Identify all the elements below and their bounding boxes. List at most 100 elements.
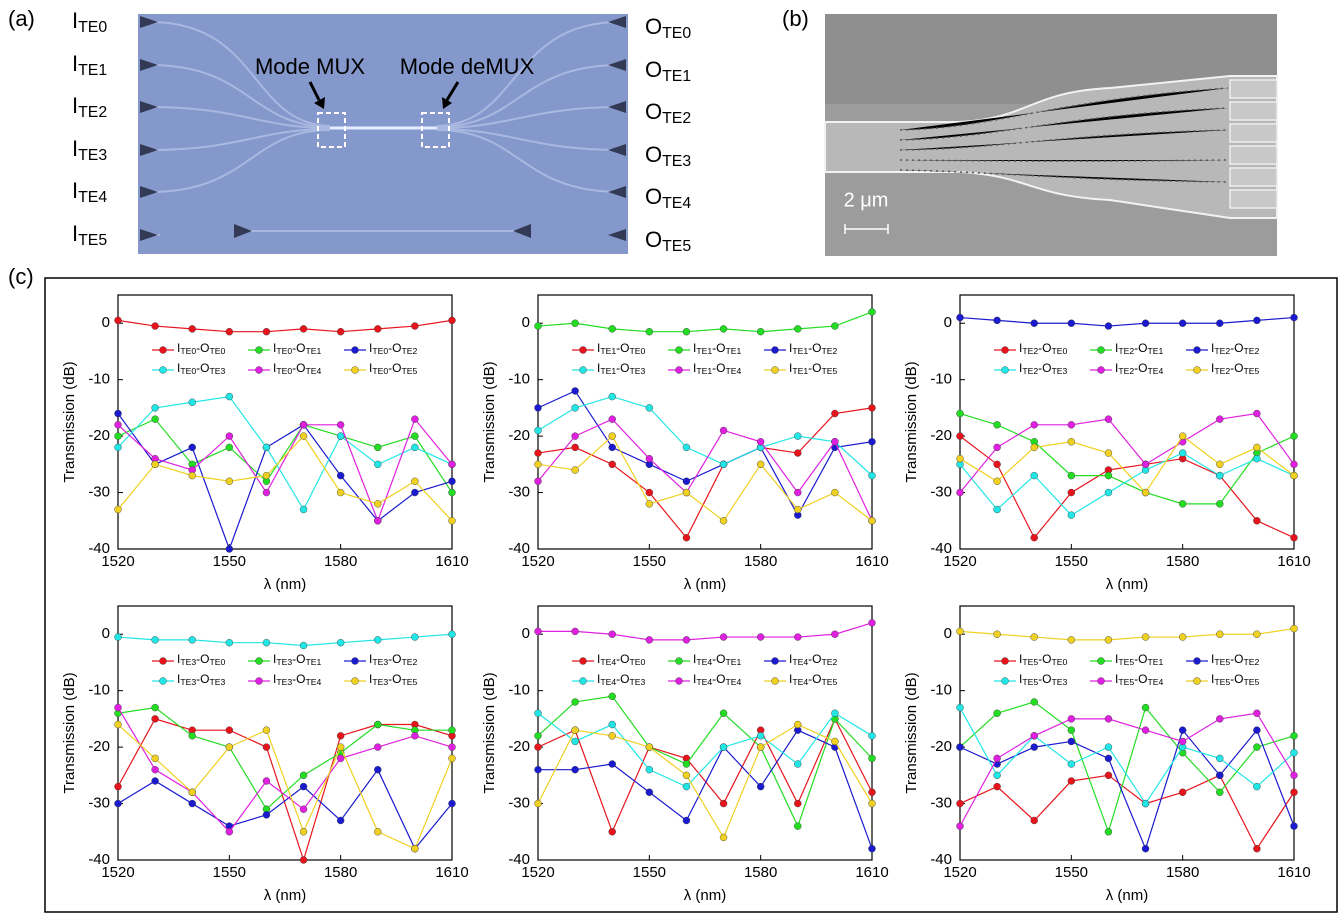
- series-line: [117, 633, 453, 647]
- data-point: [719, 460, 728, 469]
- series-line: [117, 724, 453, 850]
- data-point: [1067, 319, 1076, 327]
- data-point: [1178, 319, 1187, 327]
- data-point: [262, 327, 271, 336]
- legend-marker: [1193, 677, 1201, 685]
- legend-marker: [1001, 677, 1009, 685]
- data-point: [645, 488, 654, 497]
- data-point: [1290, 749, 1298, 757]
- legend-label: ITE0-OTE5: [369, 361, 418, 376]
- y-tick-label: -10: [508, 682, 530, 699]
- data-point: [1253, 454, 1261, 463]
- data-point: [719, 799, 728, 808]
- legend-marker: [1097, 657, 1105, 665]
- data-point: [868, 799, 876, 808]
- series-line: [959, 435, 1295, 494]
- data-point: [225, 432, 234, 440]
- data-point: [1216, 415, 1224, 423]
- data-point: [794, 432, 802, 440]
- y-axis-label: Transmission (dB): [61, 361, 78, 482]
- data-point: [188, 398, 196, 406]
- legend-label: ITE0-OTE2: [369, 341, 418, 356]
- data-point: [1030, 743, 1038, 751]
- legend-label: ITE2-OTE5: [1211, 361, 1260, 376]
- legend-marker: [1001, 657, 1009, 665]
- data-point: [756, 732, 765, 740]
- data-point: [448, 517, 456, 525]
- data-point: [1253, 316, 1261, 325]
- data-point: [756, 438, 765, 446]
- legend-marker: [351, 366, 359, 374]
- x-tick-label: 1520: [943, 553, 976, 570]
- data-point: [1216, 715, 1224, 723]
- data-point: [868, 517, 876, 525]
- data-point: [448, 630, 456, 638]
- data-point: [299, 432, 308, 440]
- data-point: [1141, 633, 1150, 641]
- series-line: [117, 418, 453, 493]
- legend-marker: [255, 346, 263, 354]
- y-axis-label: Transmission (dB): [61, 672, 78, 793]
- series-line: [537, 390, 873, 517]
- input-port-label: ITE5: [72, 221, 107, 249]
- legend-label: ITE4-OTE3: [597, 672, 646, 687]
- data-point: [1253, 409, 1261, 418]
- data-point: [299, 771, 308, 780]
- data-point: [1141, 845, 1150, 853]
- data-point: [1290, 788, 1298, 796]
- data-point: [1104, 715, 1113, 723]
- data-point: [1290, 432, 1298, 440]
- data-point: [645, 765, 654, 774]
- series-line: [959, 412, 1295, 493]
- data-point: [571, 319, 579, 327]
- x-tick-label: 1580: [324, 864, 357, 881]
- data-point: [756, 460, 765, 469]
- data-point: [868, 438, 876, 446]
- series-line: [117, 413, 453, 551]
- x-tick-label: 1610: [435, 864, 468, 881]
- data-point: [1216, 460, 1224, 469]
- annotation: Mode deMUX: [400, 54, 535, 79]
- data-point: [1253, 845, 1261, 853]
- data-point: [645, 500, 654, 508]
- data-point: [1030, 633, 1038, 641]
- plot-frame: [117, 294, 453, 550]
- legend-label: ITE5-OTE4: [1115, 672, 1164, 687]
- series-line: [117, 395, 453, 511]
- data-point: [374, 765, 382, 774]
- series-line: [117, 319, 453, 333]
- panel-label: (c): [8, 264, 34, 289]
- data-point: [1104, 754, 1113, 763]
- data-point: [151, 715, 159, 723]
- data-point: [993, 316, 1001, 325]
- plot-frame: [537, 605, 873, 861]
- data-point: [114, 799, 122, 808]
- y-tick-label: -10: [88, 371, 110, 388]
- data-point: [262, 777, 271, 785]
- y-tick-label: -20: [88, 427, 110, 444]
- legend-label: ITE1-OTE3: [597, 361, 646, 376]
- legend-label: ITE2-OTE1: [1115, 341, 1164, 356]
- data-point: [225, 828, 234, 836]
- y-tick-label: -30: [88, 795, 110, 812]
- data-point: [374, 325, 382, 333]
- data-point: [645, 743, 654, 751]
- data-point: [374, 517, 382, 525]
- data-point: [571, 627, 579, 636]
- x-tick-label: 1520: [943, 864, 976, 881]
- data-point: [956, 313, 964, 322]
- plot-frame: [959, 294, 1295, 550]
- data-point: [1141, 319, 1150, 327]
- data-point: [794, 488, 802, 497]
- data-point: [1104, 488, 1113, 497]
- data-point: [1104, 771, 1113, 780]
- legend-marker: [1001, 366, 1009, 374]
- legend-label: ITE0-OTE3: [177, 361, 226, 376]
- data-point: [336, 816, 345, 825]
- y-tick-label: -20: [508, 738, 530, 755]
- data-point: [831, 322, 839, 330]
- data-point: [1290, 771, 1298, 780]
- data-point: [188, 636, 196, 644]
- data-point: [993, 460, 1001, 469]
- legend-marker: [159, 677, 167, 685]
